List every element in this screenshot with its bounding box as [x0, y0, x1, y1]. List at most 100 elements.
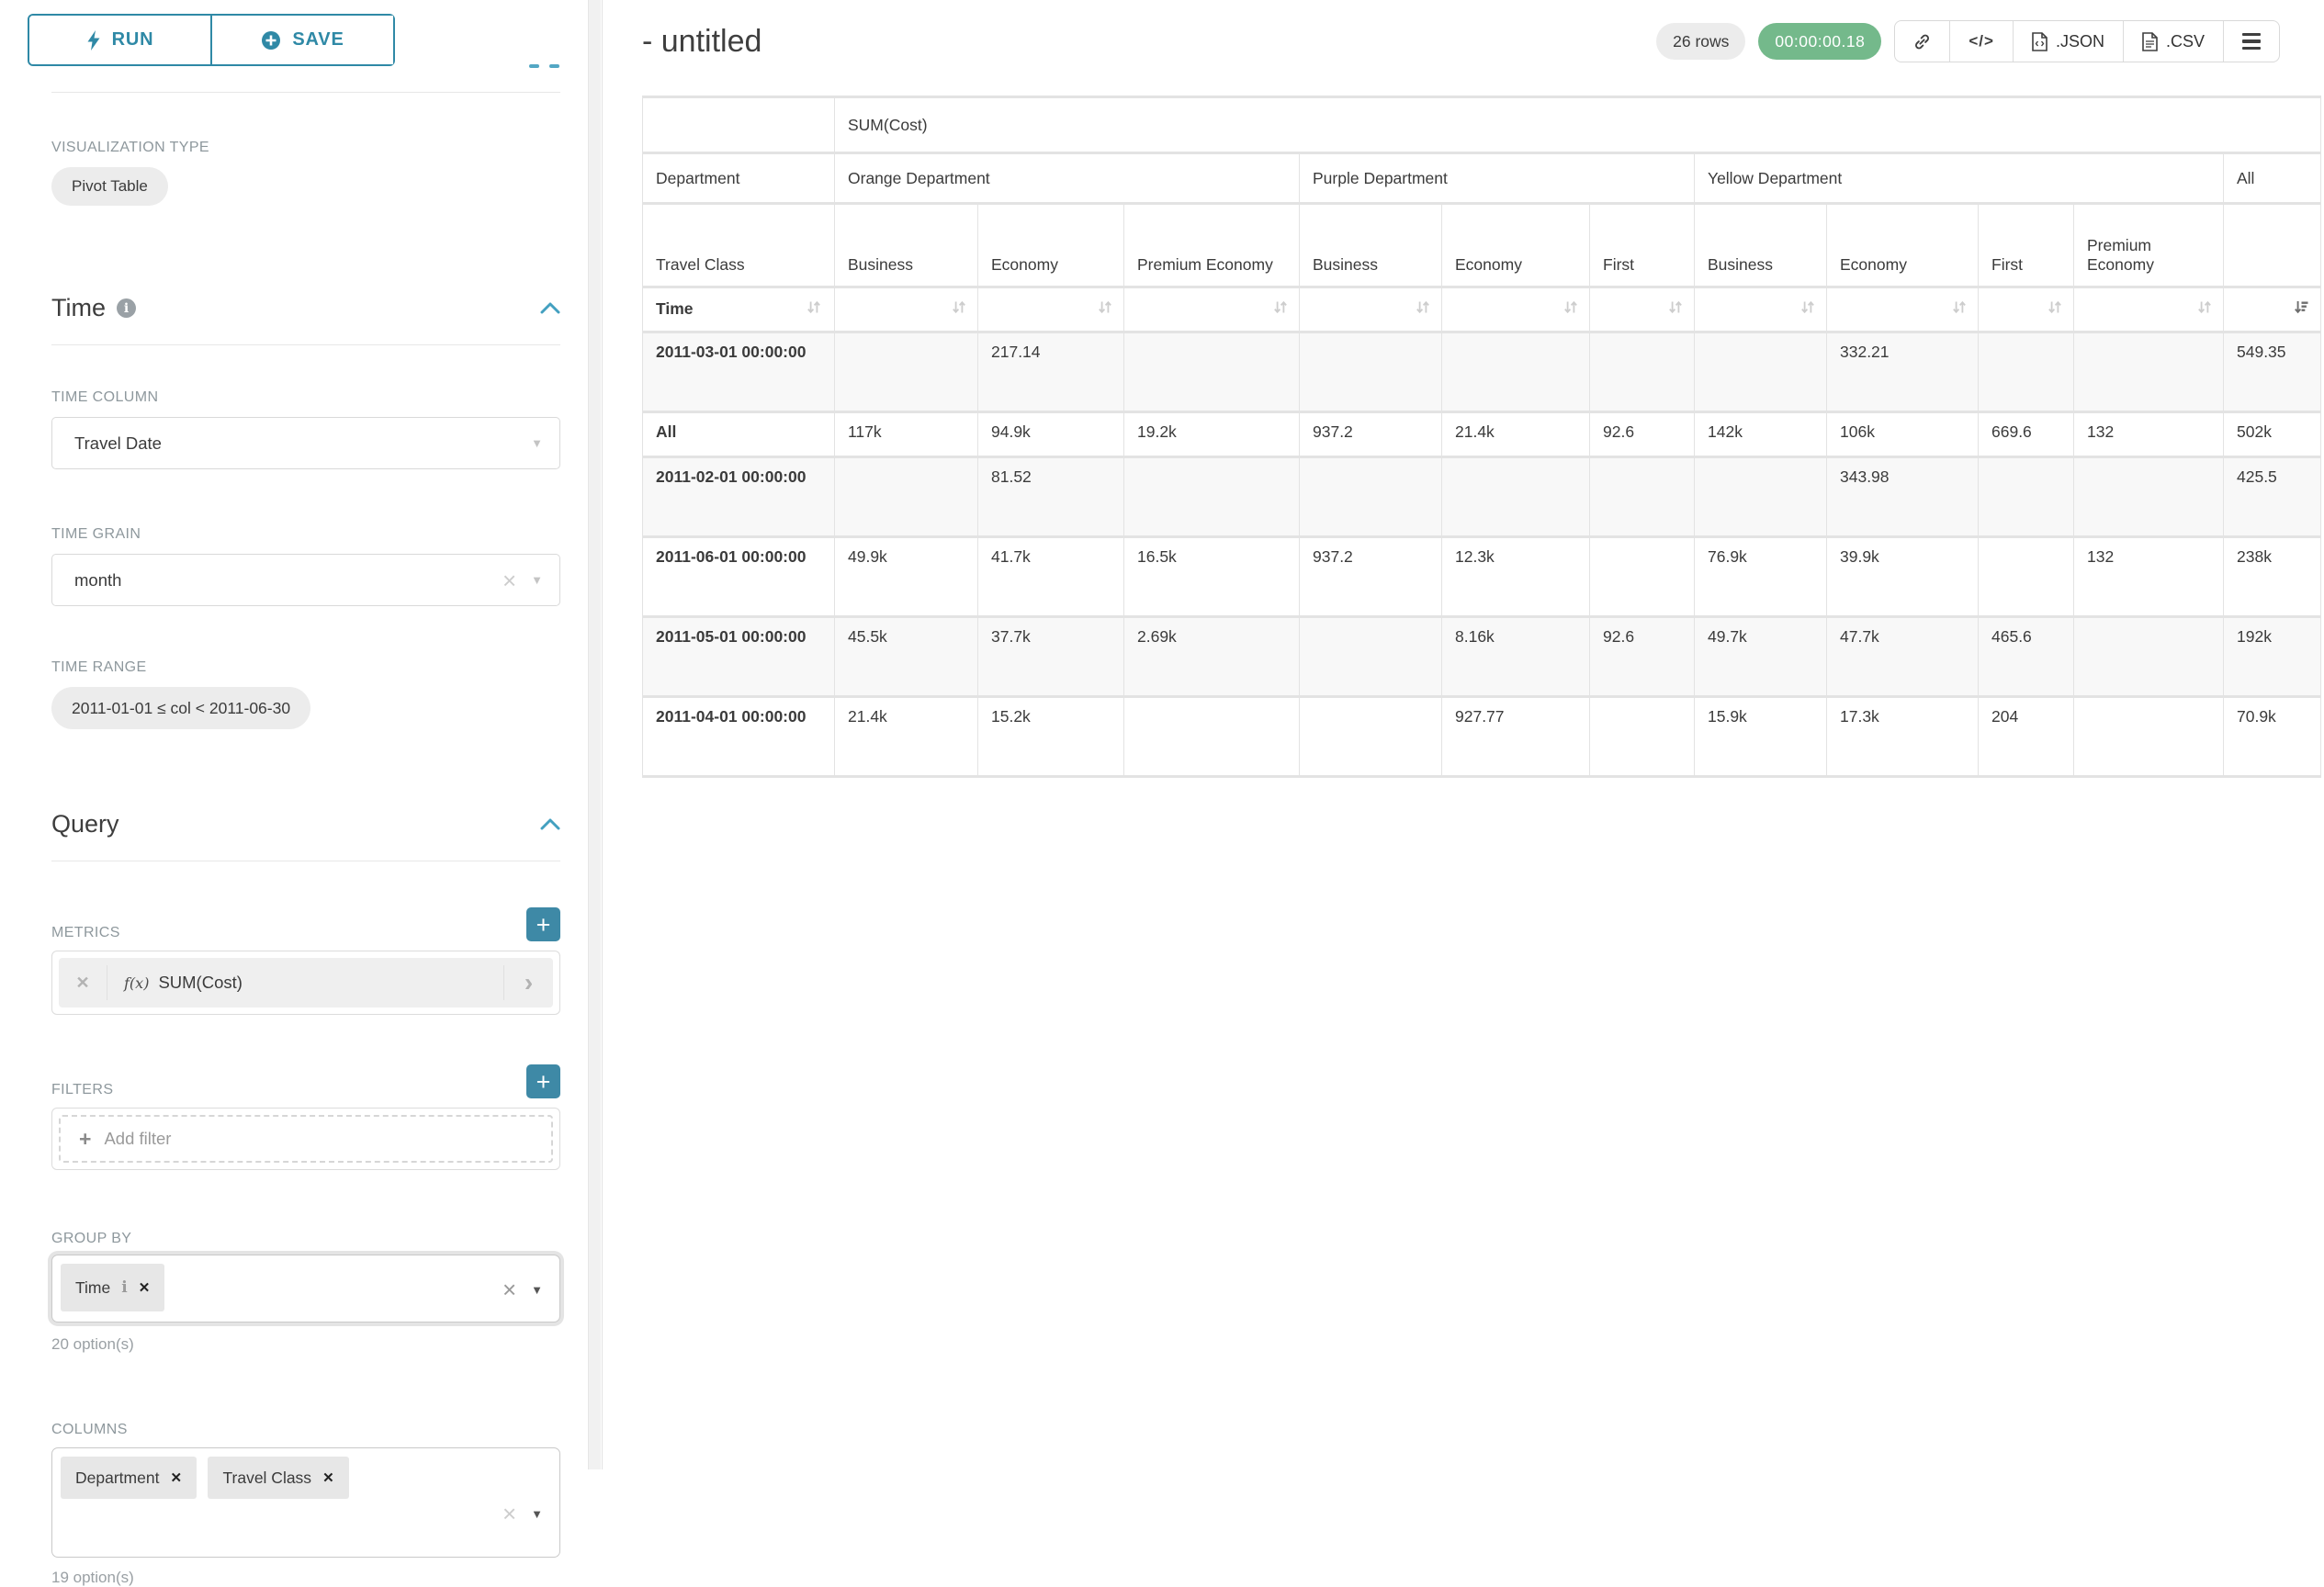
group-by-select[interactable]: Time i ✕ × ▼ [51, 1255, 560, 1322]
export-json-button[interactable]: .JSON [2013, 21, 2123, 62]
run-button[interactable]: RUN [29, 16, 212, 64]
chevron-down-icon[interactable]: ▼ [531, 1283, 543, 1297]
time-column-select[interactable]: Travel Date ▼ [51, 417, 560, 469]
remove-chip-icon[interactable]: ✕ [139, 1279, 151, 1296]
sort-cell[interactable] [835, 288, 977, 331]
value-cell: 142k [1695, 413, 1826, 456]
info-icon[interactable]: i [121, 1278, 127, 1297]
viz-type-pill[interactable]: Pivot Table [51, 167, 168, 206]
add-filter-plus-button[interactable]: + [526, 1064, 560, 1098]
sort-cell[interactable] [2074, 288, 2223, 331]
remove-chip-icon[interactable]: ✕ [322, 1469, 334, 1486]
chevron-down-icon[interactable]: ▼ [531, 1507, 543, 1521]
value-cell: 332.21 [1827, 333, 1978, 411]
query-section-title: Query [51, 810, 119, 839]
clear-icon[interactable]: × [502, 1277, 516, 1301]
sort-cell[interactable] [1590, 288, 1694, 331]
sort-descending-icon[interactable] [2294, 300, 2309, 319]
chevron-up-icon[interactable] [540, 302, 560, 314]
copy-link-button[interactable] [1895, 21, 1949, 62]
embed-code-button[interactable]: </> [1949, 21, 2013, 62]
remove-metric-icon[interactable]: ✕ [59, 974, 107, 993]
row-label: 2011-03-01 00:00:00 [643, 333, 834, 411]
sort-icon[interactable] [1273, 300, 1288, 319]
sort-icon[interactable] [2197, 300, 2212, 319]
add-metric-button[interactable]: + [526, 907, 560, 941]
department-header: Purple Department [1300, 154, 1694, 202]
time-range-pill[interactable]: 2011-01-01 ≤ col < 2011-06-30 [51, 687, 310, 729]
sidebar-scrollbar[interactable] [588, 0, 601, 1469]
columns-select[interactable]: Department ✕ Travel Class ✕ × ▼ [51, 1447, 560, 1558]
clear-icon[interactable]: × [502, 568, 516, 592]
sort-cell[interactable] [1979, 288, 2073, 331]
columns-label: COLUMNS [51, 1422, 560, 1438]
sort-icon[interactable] [807, 299, 821, 320]
sort-icon[interactable] [2048, 300, 2062, 319]
sort-cell[interactable] [978, 288, 1123, 331]
value-cell: 92.6 [1590, 618, 1694, 695]
plus-circle-icon [261, 30, 281, 51]
metric-chip[interactable]: ✕ f(x) SUM(Cost) › [59, 958, 553, 1007]
columns-chip-department[interactable]: Department ✕ [61, 1457, 197, 1499]
value-cell: 15.2k [978, 698, 1123, 775]
sort-cell[interactable] [1695, 288, 1826, 331]
page-title[interactable]: - untitled [642, 24, 762, 60]
menu-button[interactable] [2223, 21, 2279, 62]
value-cell: 106k [1827, 413, 1978, 456]
value-cell: 12.3k [1442, 538, 1589, 615]
value-cell: 8.16k [1442, 618, 1589, 695]
department-header: Yellow Department [1695, 154, 2223, 202]
sort-icon[interactable] [1952, 300, 1967, 319]
value-cell: 2.69k [1124, 618, 1299, 695]
sort-cell[interactable] [1442, 288, 1589, 331]
sort-icon[interactable] [1098, 300, 1112, 319]
sort-icon[interactable] [1668, 300, 1683, 319]
sort-icon[interactable] [1416, 300, 1430, 319]
value-cell [1979, 458, 2073, 535]
chevron-right-icon[interactable]: › [503, 965, 553, 1000]
value-cell [1695, 458, 1826, 535]
time-axis-label-text: Time [656, 299, 694, 319]
sort-cell[interactable] [1124, 288, 1299, 331]
value-cell [1300, 618, 1441, 695]
value-cell [1979, 333, 2073, 411]
row-label: All [643, 413, 834, 456]
sort-icon[interactable] [1800, 300, 1815, 319]
sort-cell[interactable] [1827, 288, 1978, 331]
clear-icon[interactable]: × [502, 1502, 516, 1525]
value-cell: 70.9k [2224, 698, 2320, 775]
export-csv-button[interactable]: .CSV [2123, 21, 2223, 62]
info-icon[interactable]: i [117, 298, 136, 318]
add-filter-button[interactable]: + Add filter [59, 1115, 553, 1163]
value-cell: 17.3k [1827, 698, 1978, 775]
function-icon: f(x) [124, 974, 149, 992]
columns-chip-travel-class[interactable]: Travel Class ✕ [208, 1457, 348, 1499]
export-toolbar: </> .JSON .CSV [1894, 20, 2280, 62]
time-grain-select[interactable]: month × ▼ [51, 554, 560, 606]
value-cell: 343.98 [1827, 458, 1978, 535]
query-actions: RUN SAVE [28, 14, 395, 66]
time-range-label: TIME RANGE [51, 659, 560, 676]
time-section-title: Time [51, 294, 106, 322]
value-cell [1300, 333, 1441, 411]
file-code-icon [2032, 32, 2048, 51]
chevron-up-icon[interactable] [540, 818, 560, 830]
value-cell [1590, 333, 1694, 411]
value-cell: 192k [2224, 618, 2320, 695]
value-cell [2074, 698, 2223, 775]
sort-icon[interactable] [1563, 300, 1578, 319]
sort-desc-cell[interactable] [2224, 288, 2320, 331]
group-by-chip-time[interactable]: Time i ✕ [61, 1264, 164, 1311]
sort-cell[interactable] [1300, 288, 1441, 331]
row-label: 2011-05-01 00:00:00 [643, 618, 834, 695]
value-cell [1590, 698, 1694, 775]
value-cell: 19.2k [1124, 413, 1299, 456]
remove-chip-icon[interactable]: ✕ [170, 1469, 182, 1486]
value-cell: 41.7k [978, 538, 1123, 615]
value-cell [835, 333, 977, 411]
sort-icon[interactable] [952, 300, 966, 319]
save-button[interactable]: SAVE [212, 16, 393, 64]
